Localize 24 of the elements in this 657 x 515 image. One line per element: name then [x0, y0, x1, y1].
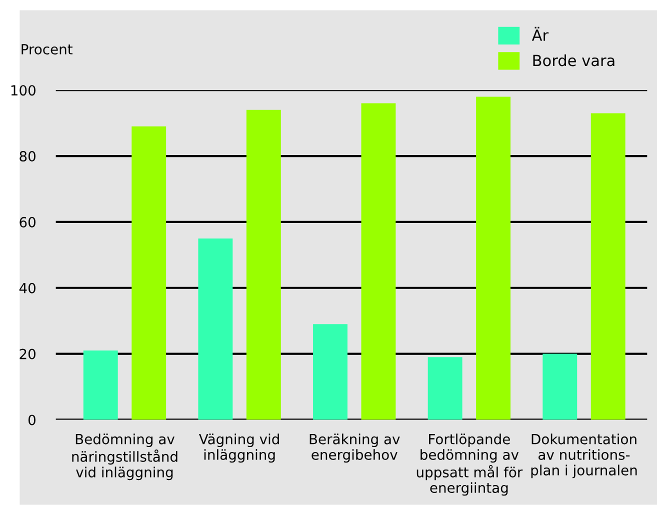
bar	[542, 354, 578, 420]
y-tick-label: 0	[28, 414, 36, 426]
bar	[132, 126, 166, 420]
bar	[428, 357, 462, 420]
x-tick-label: Beräkning av energibehov	[310, 434, 400, 463]
bar	[83, 350, 118, 420]
y-tick-label: 80	[20, 151, 36, 162]
y-tick-label: 100	[11, 85, 36, 96]
bar	[198, 238, 233, 420]
x-tick-label: Dokumentation av nutritions- plan i journalen	[531, 434, 637, 478]
y-tick-label: 40	[19, 282, 36, 294]
bar	[246, 110, 281, 420]
bar	[361, 103, 396, 420]
legend-label: Borde vara	[533, 54, 614, 66]
x-tick-label: Vägning vid inläggning	[198, 434, 279, 463]
bar	[313, 324, 348, 420]
bar	[590, 113, 626, 420]
y-axis-title: Procent	[22, 44, 72, 54]
x-tick-label: Fortlöpande bedömning av uppsatt mål för energiintag	[416, 434, 523, 496]
y-tick-label: 60	[20, 216, 36, 228]
legend-label: Är	[532, 26, 549, 41]
x-tick-label: Bedömning av näringstillstånd vid inläggning	[72, 434, 178, 480]
y-tick-label: 20	[20, 348, 36, 360]
bar	[476, 96, 511, 420]
